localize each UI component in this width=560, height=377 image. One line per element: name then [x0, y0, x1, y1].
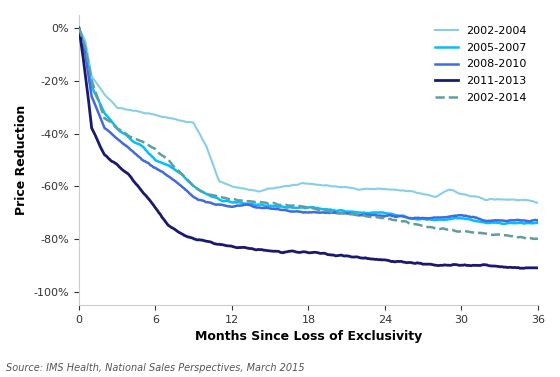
2005-2007: [501, 222, 507, 226]
2002-2014: [535, 236, 542, 241]
2002-2004: [429, 194, 436, 198]
Line: 2008-2010: 2008-2010: [79, 28, 538, 221]
2011-2013: [429, 262, 436, 267]
2002-2004: [439, 191, 446, 196]
2011-2013: [111, 160, 118, 165]
Line: 2002-2014: 2002-2014: [79, 28, 538, 239]
2002-2014: [394, 218, 401, 222]
2005-2007: [342, 209, 348, 214]
2008-2010: [496, 218, 503, 223]
2011-2013: [76, 26, 82, 30]
2002-2004: [394, 188, 401, 192]
2008-2010: [535, 218, 542, 223]
2002-2014: [342, 211, 348, 216]
2005-2007: [439, 218, 446, 222]
2008-2010: [342, 211, 348, 215]
2011-2013: [394, 259, 401, 264]
2005-2007: [111, 122, 118, 127]
2011-2013: [342, 254, 348, 258]
2008-2010: [76, 26, 82, 31]
2011-2013: [496, 265, 503, 269]
2002-2004: [342, 185, 348, 189]
Line: 2005-2007: 2005-2007: [79, 28, 538, 224]
2005-2007: [535, 221, 542, 225]
2002-2014: [111, 123, 118, 128]
Y-axis label: Price Reduction: Price Reduction: [15, 105, 28, 215]
Text: Source: IMS Health, National Sales Perspectives, March 2015: Source: IMS Health, National Sales Persp…: [6, 363, 304, 373]
2002-2014: [429, 225, 436, 230]
Line: 2011-2013: 2011-2013: [79, 28, 538, 268]
X-axis label: Months Since Loss of Exclusivity: Months Since Loss of Exclusivity: [195, 330, 422, 343]
2002-2004: [496, 197, 503, 201]
2002-2004: [111, 102, 118, 106]
2008-2010: [394, 214, 401, 218]
2011-2013: [439, 263, 446, 268]
2002-2014: [530, 237, 537, 241]
2008-2010: [526, 219, 533, 224]
2002-2014: [439, 226, 446, 231]
2008-2010: [439, 215, 446, 220]
2002-2004: [76, 26, 82, 30]
2008-2010: [429, 216, 436, 220]
2002-2004: [535, 201, 542, 205]
2005-2007: [76, 26, 82, 30]
2005-2007: [496, 221, 503, 225]
2011-2013: [535, 265, 542, 270]
Line: 2002-2004: 2002-2004: [79, 28, 538, 203]
2005-2007: [394, 213, 401, 218]
Legend: 2002-2004, 2005-2007, 2008-2010, 2011-2013, 2002-2014: 2002-2004, 2005-2007, 2008-2010, 2011-20…: [430, 21, 533, 108]
2005-2007: [429, 218, 436, 222]
2002-2014: [76, 26, 82, 30]
2008-2010: [111, 134, 118, 138]
2002-2014: [496, 233, 503, 237]
2011-2013: [516, 266, 523, 271]
